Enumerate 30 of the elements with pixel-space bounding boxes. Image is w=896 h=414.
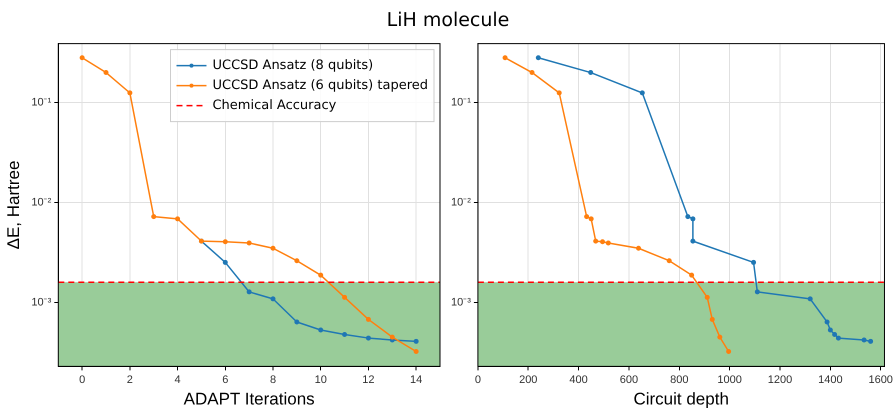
x-tick-label: 1200 xyxy=(768,374,792,386)
x-tick-label: 8 xyxy=(270,374,276,386)
chart-title: LiH molecule xyxy=(386,8,510,33)
y-tick-label: 10⁻³ xyxy=(450,296,472,309)
x-tick-label: 2 xyxy=(126,374,133,386)
legend-label: UCCSD Ansatz (8 qubits) xyxy=(212,58,374,73)
x-axis-title: ADAPT Iterations xyxy=(184,389,315,408)
y-tick-label: 10⁻³ xyxy=(31,296,52,309)
legend-label: UCCSD Ansatz (6 qubits) tapered xyxy=(212,78,428,93)
x-tick-label: 200 xyxy=(519,374,538,386)
legend-label: Chemical Accuracy xyxy=(212,98,337,113)
x-tick-label: 14 xyxy=(410,374,422,386)
x-tick-label: 1600 xyxy=(868,374,893,386)
y-axis-title: ΔE, Hartree xyxy=(4,160,23,250)
x-tick-label: 1400 xyxy=(818,374,843,386)
x-tick-label: 12 xyxy=(362,374,375,386)
x-tick-label: 1000 xyxy=(717,374,742,386)
x-tick-label: 4 xyxy=(174,374,181,386)
x-tick-label: 10 xyxy=(314,374,327,386)
y-tick-label: 10⁻¹ xyxy=(450,96,472,108)
x-tick-label: 6 xyxy=(222,374,228,386)
x-axis-title: Circuit depth xyxy=(633,389,729,408)
x-tick-label: 0 xyxy=(79,374,86,386)
x-tick-label: 800 xyxy=(670,374,688,386)
x-tick-label: 600 xyxy=(620,374,638,386)
y-tick-label: 10⁻¹ xyxy=(31,96,52,108)
y-tick-label: 10⁻² xyxy=(31,196,52,208)
y-tick-label: 10⁻² xyxy=(450,196,472,208)
x-tick-label: 400 xyxy=(569,374,588,386)
x-tick-label: 0 xyxy=(474,374,481,386)
